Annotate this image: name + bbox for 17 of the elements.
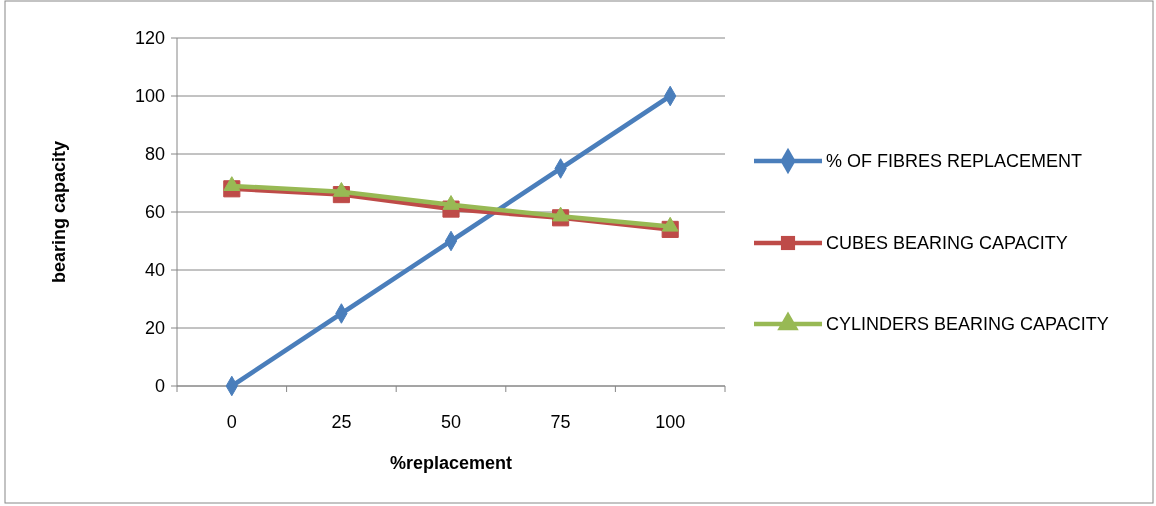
x-axis-title: %replacement xyxy=(389,453,513,473)
legend-label: % OF FIBRES REPLACEMENT xyxy=(826,151,1083,172)
y-tick-label: 120 xyxy=(134,28,165,49)
y-tick-label: 0 xyxy=(154,376,165,397)
y-tick-label: 40 xyxy=(144,260,165,281)
y-tick-label: 20 xyxy=(144,318,165,339)
x-tick-label: 50 xyxy=(440,412,462,432)
x-tick-label: 25 xyxy=(331,412,352,432)
y-axis-title: bearing capacity xyxy=(49,140,69,284)
x-tick-label: 75 xyxy=(550,412,571,432)
y-tick-label: 60 xyxy=(144,202,165,223)
y-tick-label: 80 xyxy=(144,144,165,165)
x-tick-label: 0 xyxy=(226,412,237,432)
legend-label: CYLINDERS BEARING CAPACITY xyxy=(826,314,1109,335)
y-tick-label: 100 xyxy=(134,86,165,107)
x-tick-label: 100 xyxy=(655,412,686,432)
legend-label: CUBES BEARING CAPACITY xyxy=(826,233,1068,254)
